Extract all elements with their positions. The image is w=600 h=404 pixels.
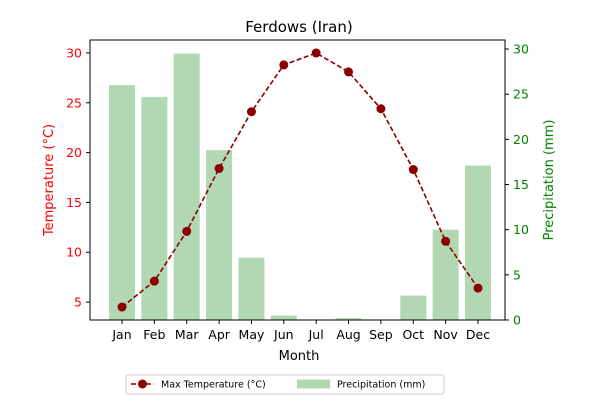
temperature-point-jan: [117, 302, 127, 312]
y-right-tick-label: 10: [513, 222, 529, 237]
x-tick-label: Apr: [208, 327, 230, 342]
x-tick-label: May: [239, 327, 265, 342]
precip-bar-feb: [141, 96, 168, 320]
y-left-tick-label: 5: [74, 295, 82, 310]
legend-label-temperature: Max Temperature (°C): [161, 380, 266, 391]
y-right-tick-label: 0: [513, 313, 521, 328]
y-right-tick-label: 15: [513, 177, 529, 192]
temperature-point-apr: [214, 164, 224, 174]
y-axis-left: 5 10 15 20 25 30: [66, 45, 90, 310]
y-left-tick-label: 25: [66, 95, 82, 110]
temperature-point-sep: [376, 104, 386, 114]
temperature-line: [121, 52, 479, 308]
precip-bar-dec: [465, 165, 491, 320]
y-left-tick-label: 30: [66, 45, 82, 60]
x-axis: Jan Feb Mar Apr May Jun Jul Aug Sep Oct Nov Dec: [111, 320, 490, 342]
legend-frame: [125, 374, 445, 395]
precip-bar-mar: [173, 53, 200, 320]
legend: Max Temperature (°C) Precipitation (mm): [125, 374, 445, 395]
y-left-tick-label: 20: [66, 145, 82, 160]
x-tick-label: Jun: [273, 327, 294, 342]
temperature-point-nov: [441, 236, 451, 246]
temperature-point-dec: [473, 283, 483, 293]
precip-bar-jan: [109, 85, 135, 321]
y-right-tick-label: 30: [513, 42, 529, 57]
temperature-point-may: [246, 107, 256, 117]
y-right-tick-label: 25: [513, 87, 529, 102]
x-tick-label: Nov: [433, 327, 458, 342]
temperature-point-jun: [279, 60, 289, 70]
temperature-point-jul: [311, 48, 321, 58]
temperature-point-mar: [182, 226, 192, 236]
legend-bar-swatch: [297, 379, 330, 389]
x-tick-label: Feb: [143, 327, 165, 342]
x-tick-label: Sep: [369, 327, 393, 342]
y-axis-left-label: Temperature (°C): [42, 124, 57, 237]
x-axis-label: Month: [279, 349, 320, 364]
temperature-point-aug: [344, 67, 354, 77]
precip-bar-jun: [270, 315, 297, 320]
precip-bar-apr: [206, 150, 233, 320]
y-left-tick-label: 15: [66, 195, 82, 210]
x-tick-label: Jan: [111, 327, 131, 342]
x-tick-label: Aug: [336, 327, 360, 342]
legend-label-precipitation: Precipitation (mm): [337, 380, 425, 391]
precipitation-bars: [109, 53, 491, 321]
y-left-tick-label: 10: [66, 245, 82, 260]
precip-bar-aug: [335, 318, 362, 320]
precip-bar-may: [238, 257, 265, 320]
x-tick-label: Oct: [402, 327, 424, 342]
y-right-tick-label: 5: [513, 267, 521, 282]
chart-title: Ferdows (Iran): [245, 18, 352, 36]
plot-frame: [89, 39, 506, 321]
legend-line-marker: [138, 379, 147, 389]
x-tick-label: Jul: [308, 327, 324, 342]
x-tick-label: Dec: [466, 327, 490, 342]
temperature-point-feb: [149, 276, 159, 286]
temperature-line-group: [117, 48, 483, 312]
temperature-point-oct: [408, 165, 418, 175]
y-axis-right: 0 5 10 15 20 25 30: [505, 42, 529, 328]
x-tick-label: Mar: [175, 327, 199, 342]
precip-bar-oct: [400, 295, 427, 320]
y-axis-right-label: Precipitation (mm): [542, 120, 557, 241]
y-right-tick-label: 20: [513, 132, 529, 147]
